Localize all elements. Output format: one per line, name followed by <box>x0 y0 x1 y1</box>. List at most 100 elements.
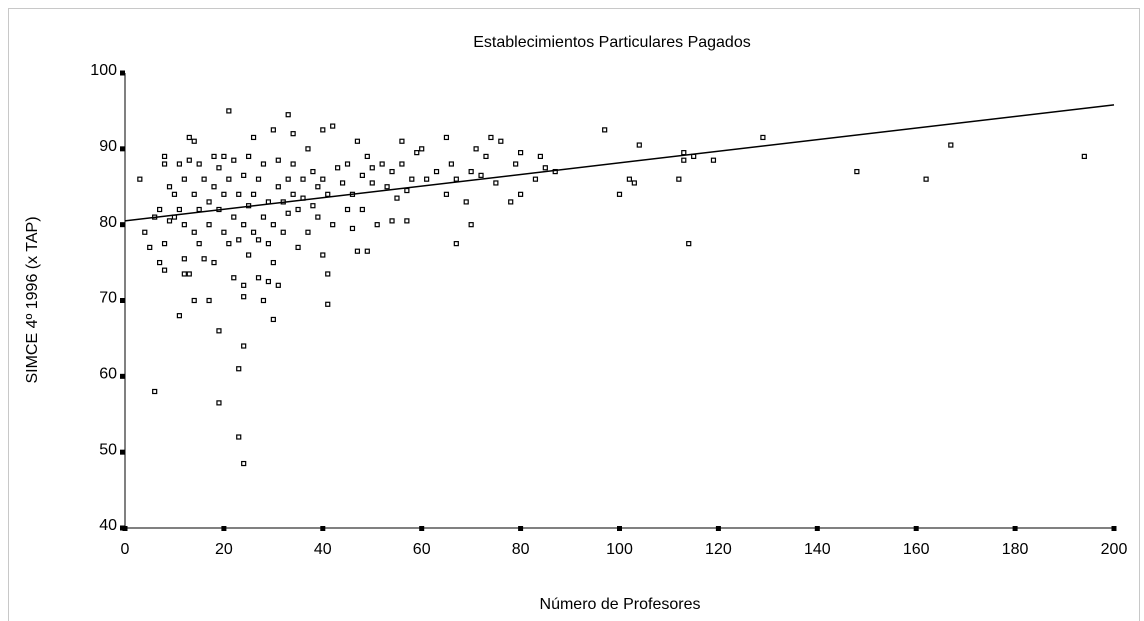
point <box>344 161 351 167</box>
point <box>681 157 687 163</box>
point <box>241 294 247 300</box>
point <box>152 388 158 395</box>
point <box>310 168 316 175</box>
point <box>206 199 212 205</box>
x-tick-label: 100 <box>606 541 633 558</box>
y-tick <box>120 298 125 303</box>
point <box>181 222 187 228</box>
point <box>216 165 222 171</box>
point <box>186 134 192 141</box>
point <box>315 214 321 220</box>
point <box>320 127 326 133</box>
point <box>394 195 400 201</box>
point <box>270 127 276 133</box>
point <box>404 218 410 224</box>
point <box>315 184 321 190</box>
point <box>320 252 326 258</box>
x-tick-label: 20 <box>215 541 233 558</box>
point <box>186 157 192 163</box>
point <box>166 218 173 224</box>
point <box>710 157 717 163</box>
point <box>369 165 375 171</box>
point <box>424 176 430 182</box>
point <box>216 328 222 334</box>
point <box>532 176 539 182</box>
point <box>488 134 494 141</box>
point <box>176 206 182 213</box>
point <box>241 282 247 288</box>
point <box>157 206 163 213</box>
point <box>191 297 197 304</box>
point <box>295 244 301 251</box>
point <box>196 241 202 247</box>
point <box>241 172 247 178</box>
point <box>166 184 173 190</box>
x-tick <box>617 526 622 531</box>
point <box>260 214 267 220</box>
point <box>255 176 262 182</box>
point <box>493 180 499 186</box>
point <box>948 142 954 148</box>
y-axis-label: SIMCE 4º 1996 (x TAP) <box>24 216 41 383</box>
point <box>631 180 637 186</box>
point <box>246 153 252 160</box>
point <box>176 313 182 319</box>
x-tick-label: 160 <box>903 541 930 558</box>
point <box>409 176 415 182</box>
point <box>231 157 237 163</box>
x-tick <box>1012 526 1018 531</box>
point <box>374 222 380 228</box>
point <box>191 229 197 235</box>
chart-title: Establecimientos Particulares Pagados <box>473 34 750 51</box>
point <box>463 199 469 205</box>
y-tick-label: 100 <box>90 62 117 79</box>
point <box>236 191 242 197</box>
x-tick-label: 0 <box>121 541 130 558</box>
point <box>325 191 331 197</box>
point <box>260 161 267 167</box>
point <box>349 225 356 232</box>
point <box>616 191 623 197</box>
point <box>498 138 504 144</box>
point <box>854 168 860 175</box>
point <box>389 168 395 175</box>
point <box>681 150 687 156</box>
point <box>196 206 202 213</box>
point <box>147 244 153 251</box>
point <box>290 161 296 167</box>
point <box>1081 153 1087 160</box>
y-tick-label: 40 <box>99 517 117 534</box>
point <box>923 176 929 182</box>
point <box>161 241 168 247</box>
point <box>325 301 331 307</box>
point <box>448 161 454 167</box>
x-tick <box>122 526 128 531</box>
point <box>250 229 257 235</box>
point <box>404 187 410 194</box>
point <box>201 176 207 182</box>
point <box>626 176 632 182</box>
point <box>226 108 232 114</box>
point <box>201 256 207 262</box>
point <box>364 153 370 160</box>
point <box>270 316 276 323</box>
x-tick <box>814 526 820 531</box>
point <box>325 271 331 277</box>
point <box>517 150 524 156</box>
point <box>285 112 291 118</box>
point <box>285 176 291 182</box>
point <box>221 191 227 197</box>
y-tick-label: 90 <box>99 138 117 155</box>
point <box>206 297 212 304</box>
point <box>226 176 232 182</box>
point <box>453 176 459 182</box>
x-tick-label: 80 <box>512 541 530 558</box>
x-tick <box>518 526 524 531</box>
point <box>241 343 247 349</box>
point <box>354 138 361 144</box>
x-tick-label: 120 <box>705 541 732 558</box>
point <box>433 168 440 175</box>
y-tick-label: 60 <box>99 366 117 383</box>
